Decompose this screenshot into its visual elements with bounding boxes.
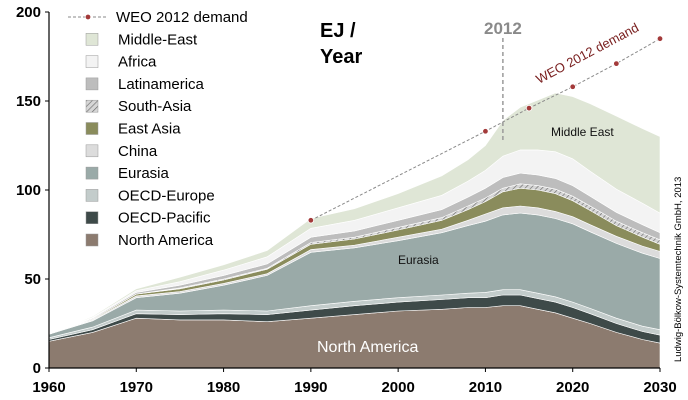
x-tick-label: 1960	[32, 379, 65, 396]
annotation-eurasia: Eurasia	[398, 253, 439, 267]
legend-swatch-oecd-europe	[85, 189, 99, 202]
legend-label-oecd-pacific: OECD-Pacific	[118, 210, 211, 227]
annotation-north-america: North America	[317, 339, 418, 356]
legend-swatch-oecd-pacific	[85, 211, 99, 224]
weo-demand-point	[656, 35, 664, 42]
x-tick-label: 2010	[469, 379, 502, 396]
x-tick-label: 2000	[381, 379, 414, 396]
credit-text: Ludwig-Bölkow-Systemtechnik GmbH, 2013	[673, 177, 684, 362]
legend-swatch-north-america	[85, 233, 99, 247]
legend-label-oecd-europe: OECD-Europe	[118, 187, 215, 204]
area-middle-east	[48, 92, 661, 335]
annotation-middle-east: Middle East	[551, 125, 614, 139]
stacked-areas	[48, 92, 661, 369]
weo-demand-point	[482, 128, 489, 135]
legend-weo-label: WEO 2012 demand	[116, 9, 248, 26]
unit-label-line-2: Year	[320, 46, 362, 68]
x-tick-label: 1980	[207, 379, 240, 396]
legend-label-east-asia: East Asia	[118, 121, 181, 138]
legend-label-eurasia: Eurasia	[118, 165, 170, 182]
legend-swatch-east-asia	[85, 122, 99, 135]
weo-demand-point	[307, 217, 315, 224]
weo-demand-line	[310, 38, 661, 221]
legend-label-middle-east: Middle-East	[118, 31, 198, 48]
axis-ticks: 0 50 100 150 200 1960 1970 1980 1990 2000 2010 2020…	[16, 4, 677, 396]
legend-label-north-america: North America	[118, 232, 214, 249]
legend-swatch-latinamerica	[85, 77, 99, 91]
y-tick-label: 150	[16, 93, 41, 110]
annotation-2012: 2012	[484, 19, 522, 38]
y-tick-label: 0	[33, 360, 41, 377]
legend-label-latinamerica: Latinamerica	[118, 76, 205, 93]
x-tick-label: 2030	[643, 379, 676, 396]
x-tick-label: 1990	[294, 379, 327, 396]
weo-demand-series	[307, 35, 664, 224]
legend-weo-marker	[84, 13, 92, 21]
legend-swatch-middle-east	[85, 33, 99, 46]
legend-swatch-eurasia	[85, 166, 99, 180]
annotation-weo-2012-demand: WEO 2012 demand	[533, 20, 641, 87]
legend-swatch-africa	[85, 55, 99, 68]
weo-demand-point	[613, 60, 620, 67]
legend-label-china: China	[118, 143, 158, 160]
legend: WEO 2012 demand Middle-East Africa Latiname…	[68, 9, 248, 249]
legend-label-africa: Africa	[118, 54, 157, 71]
x-tick-label: 1970	[120, 379, 153, 396]
y-tick-label: 100	[16, 182, 41, 199]
legend-label-south-asia: South-Asia	[118, 98, 192, 115]
x-tick-label: 2020	[556, 379, 589, 396]
y-tick-label: 50	[24, 271, 41, 288]
legend-swatch-china	[85, 144, 99, 158]
unit-label-line-1: EJ /	[320, 20, 356, 42]
y-tick-label: 200	[16, 4, 41, 21]
legend-swatch-south-asia	[85, 99, 99, 113]
weo-demand-point	[569, 83, 576, 90]
weo-demand-point	[525, 104, 533, 112]
